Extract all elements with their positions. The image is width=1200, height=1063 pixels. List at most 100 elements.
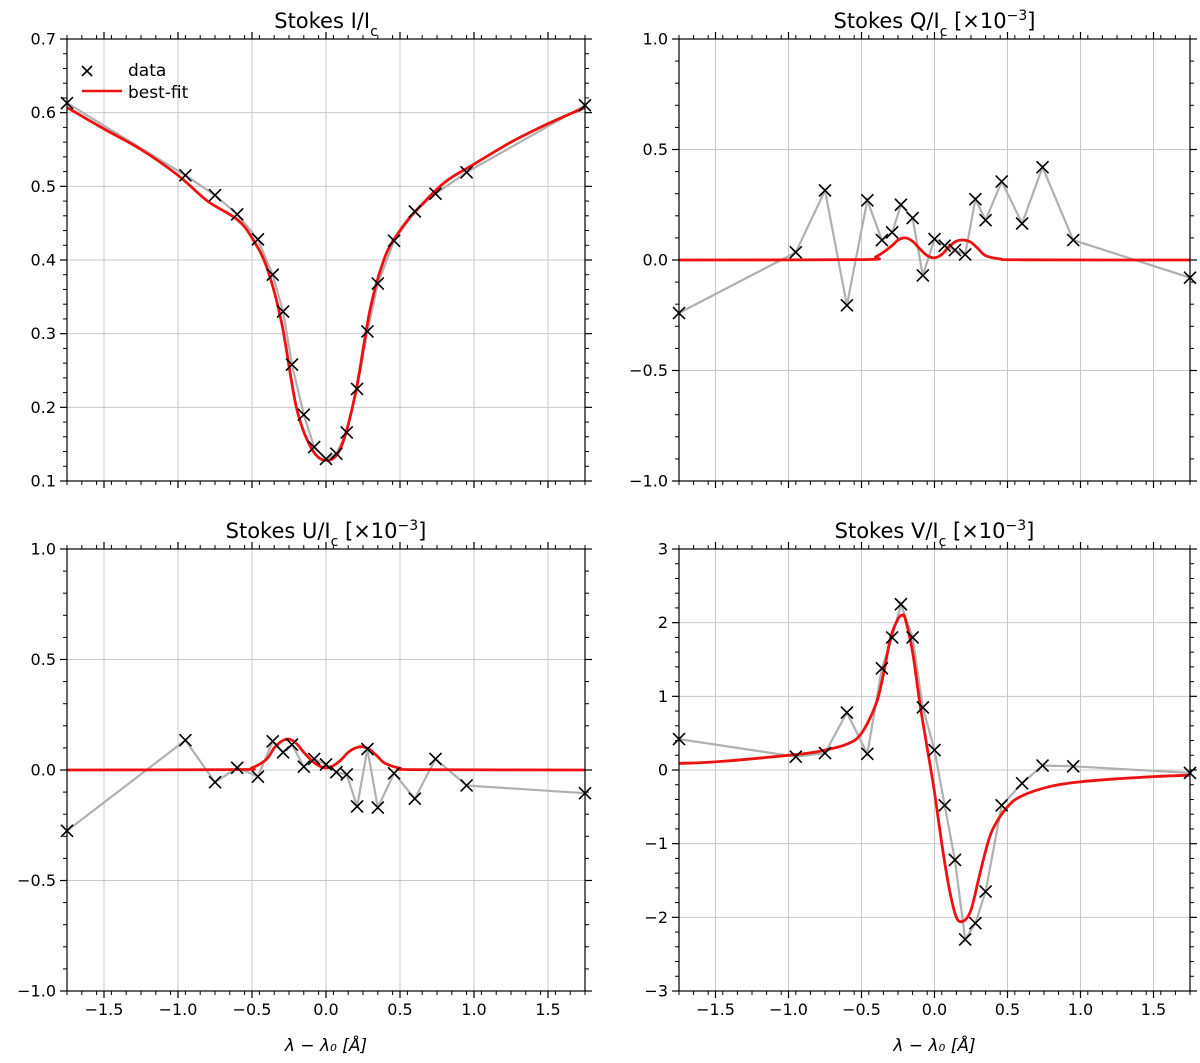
y-tick-label: 0.1 — [31, 472, 56, 491]
title-suffix: [×10 — [338, 519, 397, 543]
data-point-marker — [1015, 776, 1029, 790]
x-tick-label: −1.5 — [85, 1000, 124, 1019]
data-point-marker — [360, 742, 375, 756]
data-point-marker — [916, 700, 930, 714]
best-fit-line — [679, 236, 1190, 262]
data-point-marker — [178, 168, 192, 182]
panel-title: Stokes U/Ic [×10−3] — [226, 518, 427, 550]
axes-frame — [66, 38, 586, 482]
data-point-marker — [350, 799, 364, 814]
data-point-marker — [319, 757, 333, 772]
data-point-marker — [995, 174, 1009, 189]
x-tick-label: 0.0 — [313, 1000, 338, 1019]
data-point-marker — [428, 752, 443, 766]
y-tick-label: −1.0 — [629, 472, 668, 491]
data-point-marker — [297, 408, 311, 422]
panel-stokes-i: 0.1 0.2 0.3 0.4 0.5 0.6 0.7 Stokes I/Ic — [31, 9, 592, 491]
y-tick-label: 0.0 — [643, 251, 668, 270]
data-point-marker — [208, 188, 222, 202]
panel-title: Stokes I/Ic — [274, 9, 378, 40]
x-axis-label: λ − λ₀ [Å] — [284, 1034, 367, 1056]
data-point-marker — [968, 916, 982, 930]
data-point-marker — [948, 243, 962, 257]
data-point-marker — [875, 233, 889, 247]
data-point-marker — [276, 305, 290, 319]
data-point-marker — [360, 324, 375, 339]
y-tick-label: 0.7 — [31, 30, 56, 49]
axes-frame — [678, 548, 1191, 992]
data-point-marker — [906, 630, 920, 644]
title-subscript: c — [940, 24, 948, 40]
x-axis-label: λ − λ₀ [Å] — [892, 1034, 975, 1056]
panel-title: Stokes V/Ic [×10−3] — [835, 518, 1035, 550]
data-point-marker — [460, 165, 474, 179]
data-point-marker — [307, 440, 321, 454]
data-point-marker — [958, 247, 972, 262]
data-point-marker — [307, 752, 321, 766]
data-point-marker — [1066, 233, 1080, 247]
data-point-marker — [285, 738, 299, 752]
legend: data best-fit — [81, 61, 189, 103]
data-point-marker — [340, 767, 354, 781]
y-tick-label: 0.4 — [31, 251, 56, 270]
data-point-marker — [1015, 216, 1029, 231]
data-point-marker — [927, 743, 942, 757]
data-point-marker — [408, 204, 422, 218]
y-tick-label: 0.5 — [31, 177, 56, 196]
best-fit-line — [67, 737, 585, 772]
legend-data-marker — [81, 65, 93, 77]
y-tick-label: 2 — [658, 613, 668, 632]
title-end: ] — [1027, 9, 1035, 33]
data-point-marker — [428, 187, 443, 201]
title-exponent: −3 — [398, 518, 419, 534]
y-tick-label: −1 — [644, 834, 668, 853]
y-tick-label: 0.5 — [31, 650, 56, 669]
data-point-marker — [285, 358, 299, 372]
data-point-marker — [371, 277, 385, 291]
y-tick-label: −3 — [644, 982, 668, 1001]
x-tick-label: −1.0 — [159, 1000, 198, 1019]
axes-frame — [678, 38, 1191, 482]
data-point-marker — [408, 792, 422, 806]
panel-title: Stokes Q/Ic [×10−3] — [834, 8, 1036, 40]
data-point-marker — [266, 734, 280, 748]
data-point-marker — [948, 853, 962, 867]
title-suffix: [×10 — [947, 9, 1006, 33]
data-point-marker — [230, 207, 244, 221]
data-point-marker — [927, 232, 942, 246]
data-point-marker — [938, 798, 952, 812]
x-tick-label: 0.0 — [922, 1000, 947, 1019]
data-point-marker — [979, 213, 993, 227]
data-point-marker — [387, 234, 401, 248]
data-point-marker — [276, 745, 290, 759]
title-exponent: −3 — [1007, 8, 1028, 24]
data-point-marker — [906, 211, 920, 225]
data-point-marker — [1035, 759, 1050, 773]
data-point-marker — [894, 198, 908, 212]
data-point-marker — [789, 245, 803, 259]
y-tick-label: 0.0 — [31, 761, 56, 780]
title-exponent: −3 — [1006, 518, 1027, 534]
data-point-marker — [860, 747, 874, 761]
data-point-marker — [208, 775, 222, 789]
y-tick-label: 0 — [658, 761, 668, 780]
y-tick-label: 1.0 — [643, 30, 668, 49]
y-tick-label: 1 — [658, 687, 668, 706]
y-tick-label: 0.2 — [31, 398, 56, 417]
data-point-marker — [319, 452, 333, 466]
data-point-marker — [266, 268, 280, 282]
data-point-marker — [789, 750, 803, 764]
data-point-marker — [329, 765, 343, 779]
title-main: Stokes U/I — [226, 519, 331, 543]
y-tick-label: 0.3 — [31, 324, 56, 343]
data-point-marker — [387, 766, 401, 780]
data-point-marker — [885, 225, 899, 239]
x-tick-label: 1.5 — [535, 1000, 560, 1019]
data-point-marker — [371, 801, 385, 815]
data-point-marker — [968, 192, 982, 206]
x-tick-label: 0.5 — [995, 1000, 1020, 1019]
title-main: Stokes V/I — [835, 519, 939, 543]
data-point-marker — [1066, 759, 1080, 773]
data-point-marker — [860, 193, 874, 207]
